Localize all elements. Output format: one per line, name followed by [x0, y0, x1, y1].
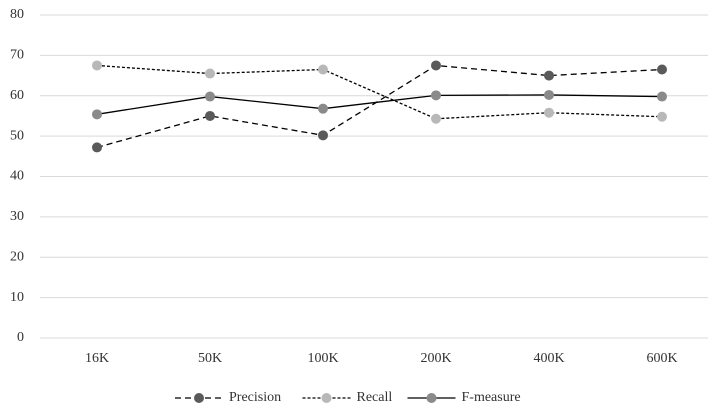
y-tick-label: 30 [10, 209, 24, 224]
data-point [318, 103, 328, 114]
series-line [96, 64, 663, 149]
y-tick-label: 50 [10, 128, 24, 143]
legend-marker [194, 393, 204, 403]
data-point [92, 109, 102, 120]
data-point [657, 111, 667, 122]
data-point [318, 130, 328, 141]
legend-marker [321, 393, 332, 403]
data-point [544, 89, 554, 100]
legend-label: Precision [229, 390, 281, 405]
data-point [92, 142, 102, 153]
y-tick-label: 60 [10, 88, 24, 103]
y-tick-label: 40 [10, 169, 24, 184]
y-tick-label: 80 [10, 7, 24, 22]
data-point [431, 60, 441, 71]
x-tick-label: 16K [85, 351, 109, 366]
data-point [431, 113, 441, 124]
data-point [657, 91, 667, 102]
x-tick-label: 400K [533, 351, 564, 366]
data-point [205, 68, 215, 79]
y-tick-label: 70 [10, 48, 24, 63]
x-tick-label: 50K [198, 351, 222, 366]
y-tick-label: 0 [17, 330, 24, 345]
series-line [96, 94, 663, 115]
x-tick-label: 100K [307, 351, 338, 366]
data-point [544, 70, 554, 81]
legend-label: F-measure [462, 390, 521, 405]
data-point [205, 91, 215, 102]
x-tick-label: 200K [420, 351, 451, 366]
data-point [92, 60, 102, 71]
data-point [657, 64, 667, 75]
x-tick-label: 600K [646, 351, 677, 366]
y-tick-label: 20 [10, 249, 24, 264]
data-point [318, 64, 328, 75]
y-tick-label: 10 [10, 290, 24, 305]
data-point [431, 90, 441, 101]
data-point [205, 110, 215, 121]
series-line [96, 64, 663, 120]
legend-marker [426, 393, 437, 403]
legend-label: Recall [357, 390, 393, 405]
data-point [544, 107, 554, 118]
